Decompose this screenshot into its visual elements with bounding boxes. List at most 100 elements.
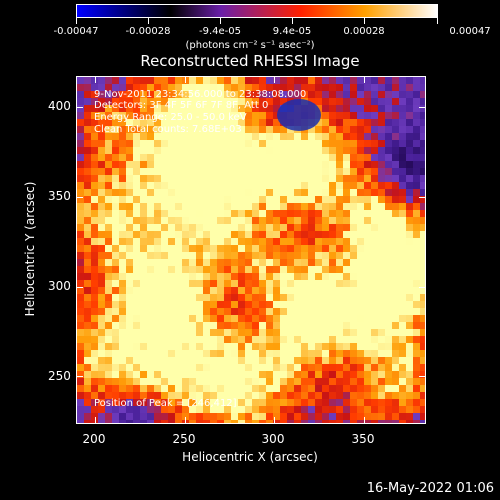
heatmap-cell (259, 371, 266, 378)
heatmap-cell (315, 126, 322, 133)
heatmap-cell (168, 357, 175, 364)
heatmap-cell (147, 420, 154, 423)
heatmap-cell (308, 175, 315, 182)
heatmap-cell (413, 238, 420, 245)
colorbar (76, 4, 438, 18)
heatmap-cell (84, 273, 91, 280)
heatmap-cell (350, 350, 357, 357)
heatmap-cell (357, 378, 364, 385)
heatmap-cell (189, 294, 196, 301)
heatmap-cell (329, 126, 336, 133)
heatmap-cell (413, 322, 420, 329)
heatmap-cell (357, 420, 364, 423)
heatmap-cell (175, 98, 182, 105)
heatmap-cell (196, 336, 203, 343)
heatmap-cell (259, 154, 266, 161)
heatmap-cell (84, 294, 91, 301)
heatmap-cell (112, 196, 119, 203)
heatmap-cell (231, 392, 238, 399)
heatmap-cell (329, 294, 336, 301)
heatmap-cell (105, 350, 112, 357)
heatmap-cell (371, 329, 378, 336)
heatmap-cell (287, 168, 294, 175)
heatmap-cell (315, 224, 322, 231)
heatmap-cell (175, 399, 182, 406)
heatmap-cell (140, 224, 147, 231)
heatmap-cell (329, 329, 336, 336)
heatmap-cell (259, 294, 266, 301)
heatmap-cell (350, 161, 357, 168)
heatmap-cell (343, 154, 350, 161)
heatmap-cell (280, 196, 287, 203)
heatmap-cell (399, 273, 406, 280)
heatmap-cell (378, 112, 385, 119)
heatmap-cell (203, 280, 210, 287)
heatmap-cell (252, 105, 259, 112)
heatmap-cell (189, 252, 196, 259)
heatmap-cell (399, 378, 406, 385)
heatmap-cell (147, 119, 154, 126)
heatmap-cell (91, 357, 98, 364)
heatmap-cell (336, 273, 343, 280)
heatmap-cell (112, 364, 119, 371)
heatmap-cell (105, 238, 112, 245)
heatmap-cell (294, 378, 301, 385)
heatmap-cell (245, 133, 252, 140)
heatmap-cell (266, 189, 273, 196)
heatmap-cell (168, 140, 175, 147)
heatmap-cell (224, 287, 231, 294)
heatmap-cell (308, 329, 315, 336)
heatmap-cell (98, 217, 105, 224)
heatmap-cell (224, 126, 231, 133)
heatmap-cell (168, 287, 175, 294)
heatmap-cell (84, 98, 91, 105)
heatmap-cell (224, 336, 231, 343)
heatmap-cell (147, 210, 154, 217)
heatmap-cell (126, 259, 133, 266)
heatmap-cell (245, 287, 252, 294)
heatmap-cell (357, 154, 364, 161)
heatmap-cell (364, 147, 371, 154)
heatmap-cell (252, 161, 259, 168)
heatmap-cell (182, 308, 189, 315)
heatmap-cell (77, 329, 84, 336)
heatmap-cell (413, 287, 420, 294)
heatmap-cell (252, 182, 259, 189)
heatmap-cell (315, 238, 322, 245)
heatmap-cell (238, 329, 245, 336)
heatmap-cell (350, 294, 357, 301)
heatmap-cell (336, 406, 343, 413)
heatmap-cell (371, 315, 378, 322)
colorbar-label: -9.4e-05 (199, 26, 241, 37)
heatmap-cell (280, 231, 287, 238)
heatmap-cell (168, 378, 175, 385)
heatmap-cell (168, 350, 175, 357)
heatmap-cell (385, 133, 392, 140)
heatmap-cell (252, 140, 259, 147)
heatmap-cell (315, 182, 322, 189)
heatmap-cell (189, 280, 196, 287)
heatmap-cell (203, 231, 210, 238)
heatmap-cell (371, 231, 378, 238)
heatmap-cell (357, 245, 364, 252)
heatmap-cell (287, 294, 294, 301)
heatmap-cell (210, 378, 217, 385)
heatmap-cell (266, 245, 273, 252)
heatmap-cell (77, 315, 84, 322)
heatmap-cell (147, 189, 154, 196)
heatmap-cell (189, 322, 196, 329)
heatmap-cell (196, 126, 203, 133)
heatmap-cell (147, 329, 154, 336)
heatmap-cell (357, 336, 364, 343)
heatmap-cell (147, 294, 154, 301)
heatmap-cell (168, 315, 175, 322)
heatmap-cell (420, 217, 425, 224)
heatmap-cell (259, 385, 266, 392)
heatmap-cell (252, 385, 259, 392)
heatmap-cell (322, 343, 329, 350)
heatmap-cell (168, 84, 175, 91)
heatmap-cell (259, 147, 266, 154)
heatmap-cell (84, 161, 91, 168)
heatmap-cell (105, 126, 112, 133)
heatmap-cell (406, 231, 413, 238)
